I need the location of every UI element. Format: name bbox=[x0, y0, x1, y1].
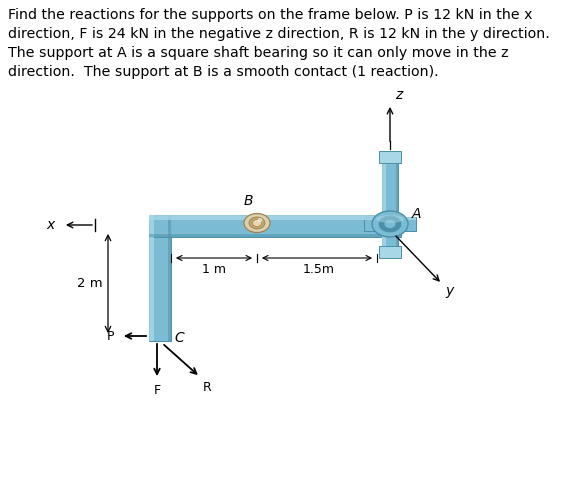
FancyBboxPatch shape bbox=[395, 161, 398, 256]
FancyBboxPatch shape bbox=[364, 217, 416, 220]
Ellipse shape bbox=[372, 211, 408, 237]
FancyBboxPatch shape bbox=[149, 234, 401, 237]
FancyBboxPatch shape bbox=[149, 215, 401, 220]
Text: R: R bbox=[203, 381, 212, 394]
Ellipse shape bbox=[384, 220, 396, 229]
FancyBboxPatch shape bbox=[364, 217, 416, 231]
Ellipse shape bbox=[257, 218, 262, 222]
Text: F: F bbox=[153, 384, 161, 397]
Text: Find the reactions for the supports on the frame below. P is 12 kN in the x
dire: Find the reactions for the supports on t… bbox=[8, 8, 550, 79]
Ellipse shape bbox=[244, 213, 270, 233]
FancyBboxPatch shape bbox=[382, 161, 398, 256]
Text: y: y bbox=[445, 284, 453, 298]
Text: x: x bbox=[47, 218, 55, 232]
Text: 2 m: 2 m bbox=[77, 277, 103, 290]
Text: A: A bbox=[412, 207, 421, 221]
FancyBboxPatch shape bbox=[382, 161, 386, 256]
FancyBboxPatch shape bbox=[379, 246, 401, 258]
Text: z: z bbox=[395, 88, 402, 102]
Text: 1 m: 1 m bbox=[202, 263, 226, 276]
FancyBboxPatch shape bbox=[168, 215, 171, 341]
FancyBboxPatch shape bbox=[149, 215, 401, 237]
Ellipse shape bbox=[379, 216, 401, 232]
Text: C: C bbox=[174, 331, 184, 345]
Ellipse shape bbox=[249, 217, 265, 229]
Ellipse shape bbox=[376, 215, 404, 223]
FancyBboxPatch shape bbox=[379, 151, 401, 163]
Text: B: B bbox=[244, 194, 253, 208]
Text: P: P bbox=[107, 329, 114, 343]
Text: 1.5m: 1.5m bbox=[303, 263, 335, 276]
Ellipse shape bbox=[253, 220, 261, 227]
FancyBboxPatch shape bbox=[149, 215, 171, 341]
FancyBboxPatch shape bbox=[149, 215, 154, 341]
